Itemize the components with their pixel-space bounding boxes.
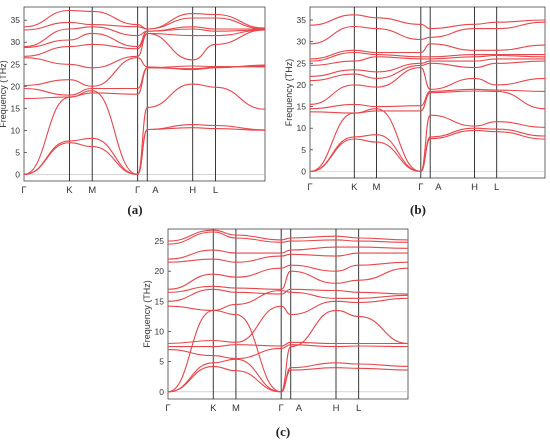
y-tick-label: 5 [15,147,20,157]
y-tick-label: 25 [155,236,165,246]
phonon-branch-5 [309,88,546,110]
phonon-branch-4 [309,90,546,114]
phonon-branch-11 [23,17,266,31]
x-tick-label: H [189,185,196,196]
phonon-branch-9 [309,54,546,66]
phonon-branch-5 [167,341,408,348]
y-tick-label: 10 [297,123,307,133]
plot-frame [309,6,546,179]
y-axis-label: Frequency (THz) [284,59,294,127]
phonon-branch-7 [23,29,266,69]
panel-1: 0 5 10 15 20 25 30 35 Γ K M Γ A H L Frequency (THz) (a) [0,6,266,217]
x-tick-label: L [494,182,499,193]
panel-2: 0 5 10 15 20 25 30 35 Γ K M Γ A H L Frequency (THz) (b) [284,6,546,217]
phonon-branch-12 [167,246,409,260]
x-tick-label: M [232,403,240,414]
phonon-branch-10 [167,261,409,290]
panel-label: (c) [276,424,290,439]
phonon-branch-9 [167,267,409,293]
panel-label: (a) [127,202,142,217]
x-tick-label: L [213,185,218,196]
y-tick-label: 15 [155,296,165,306]
phonon-branch-4 [23,65,266,100]
phonon-branch-11 [167,252,408,263]
x-tick-label: L [356,403,361,414]
y-tick-label: 15 [11,103,21,113]
y-tick-label: 25 [11,59,21,69]
phonon-branch-13 [309,14,546,30]
y-tick-label: 35 [297,15,307,25]
x-tick-label: H [471,182,478,193]
x-tick-label: Γ [21,185,26,196]
y-tick-label: 20 [297,80,307,90]
x-tick-label: Γ [279,403,284,414]
x-tick-label: A [152,185,159,196]
phonon-branch-8 [23,29,266,57]
phonon-branch-8 [309,58,545,77]
phonon-branch-10 [23,26,265,48]
phonon-branch-10 [309,51,545,62]
phonon-branch-12 [309,21,546,45]
x-tick-label: Γ [307,182,312,193]
x-tick-label: K [351,182,358,193]
y-tick-label: 20 [11,81,21,91]
phonon-branch-9 [23,28,266,49]
x-tick-label: Γ [418,182,423,193]
y-tick-label: 0 [159,387,164,397]
y-tick-label: 30 [297,37,307,47]
x-tick-label: H [333,403,340,414]
x-tick-label: K [66,185,73,196]
y-tick-label: 15 [297,102,307,112]
y-tick-label: 5 [159,357,164,367]
phonon-branch-13 [167,231,409,245]
panel-label: (b) [410,202,426,217]
phonon-branch-6 [309,67,546,105]
phonon-branch-8 [167,288,409,302]
y-tick-label: 20 [155,266,165,276]
x-tick-label: M [88,185,96,196]
y-tick-label: 0 [301,167,306,177]
phonon-branch-12 [23,9,266,30]
x-tick-label: Γ [135,185,140,196]
phonon-branch-6 [23,57,266,87]
x-tick-label: A [296,403,303,414]
phonon-branch-6 [167,297,409,345]
y-tick-label: 30 [11,37,21,47]
phonon-branch-2 [167,358,409,393]
y-tick-label: 35 [11,15,21,25]
x-tick-label: K [210,403,217,414]
y-tick-label: 25 [297,58,307,68]
phonon-branch-11 [309,43,546,60]
phonon-branch-14 [167,229,409,242]
x-tick-label: M [373,182,381,193]
y-tick-label: 5 [301,145,306,155]
y-axis-label: Frequency (THz) [0,60,8,128]
x-tick-label: A [435,182,442,193]
panel-3: 0 5 10 15 20 25 Γ K M Γ A H L Frequency (THz) (c) [142,228,409,439]
x-tick-label: Γ [165,403,170,414]
y-tick-label: 10 [11,125,21,135]
y-tick-label: 10 [155,326,165,336]
phonon-branch-2 [309,127,546,173]
phonon-branch-7 [309,60,546,82]
phonon-branch-4 [167,344,409,360]
y-tick-label: 0 [15,169,20,179]
y-axis-label: Frequency (THz) [142,280,152,348]
